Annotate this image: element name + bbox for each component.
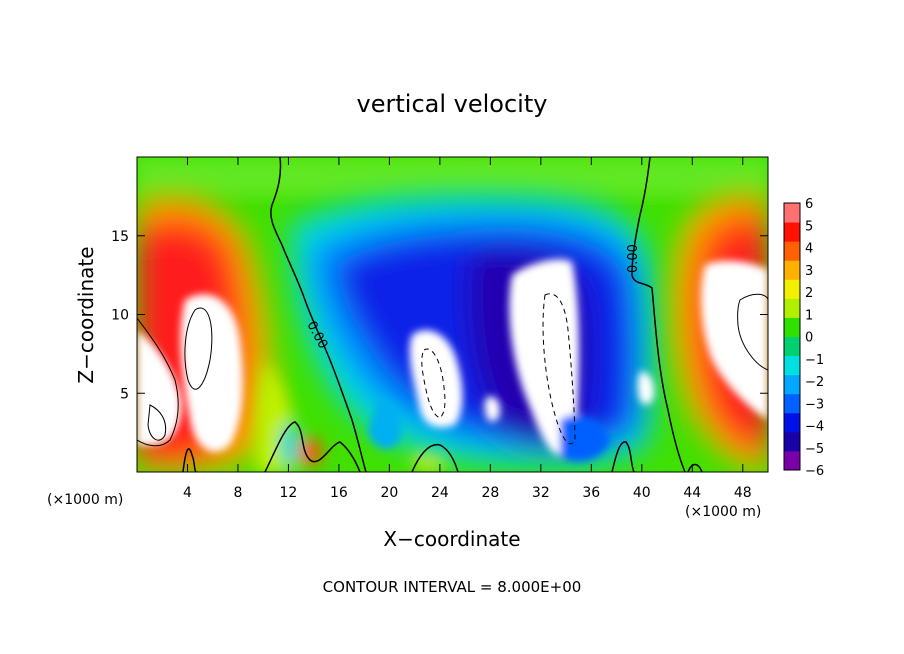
x-tick-label: 20: [380, 485, 398, 501]
colorbar-tick-label: 0: [805, 331, 813, 346]
y-tick-label: 15: [111, 229, 129, 245]
x-axis-unit-right: (×1000 m): [685, 504, 761, 520]
x-tick-label: 32: [532, 485, 550, 501]
positive-contours: [137, 293, 768, 447]
colorbar-swatch: [784, 412, 800, 433]
y-tick-label: 5: [120, 386, 129, 402]
colorbar-swatch: [784, 298, 800, 318]
upper-band: [137, 157, 768, 197]
right-updraft-core: [700, 260, 768, 420]
colorbar-swatch: [784, 374, 800, 395]
x-axis-unit-left: (×1000 m): [47, 492, 123, 508]
colorbar-tick-label: −5: [805, 442, 824, 457]
colorbar-swatch: [784, 241, 800, 261]
colorbar: 6 5 4 3 2 1 0 −1 −2 −3 −4 −5 −6: [783, 197, 824, 479]
colorbar-swatch: [784, 317, 800, 337]
colorbar-tick-label: 5: [805, 219, 813, 234]
y-axis-label: Z−coordinate: [74, 246, 98, 383]
colorbar-swatch: [784, 393, 800, 414]
colorbar-tick-label: −3: [805, 397, 824, 412]
negative-contours: [421, 293, 576, 445]
x-tick-label: 48: [734, 485, 752, 501]
colorbar-swatch: [784, 355, 800, 376]
colorbar-tick-label: −4: [805, 420, 824, 435]
chart-title: vertical velocity: [357, 90, 548, 118]
x-tick-label: 40: [633, 485, 651, 501]
colorbar-swatch: [784, 450, 800, 471]
heatmap-field: 0.00 0.00: [137, 157, 768, 472]
colorbar-swatch: [784, 222, 800, 242]
colorbar-tick-label: 2: [805, 286, 813, 301]
zero-contour-mid-surface: [264, 421, 361, 472]
left-updraft-core: [137, 294, 243, 452]
colorbar-tick-label: 3: [805, 264, 813, 279]
zero-contours: [182, 157, 703, 472]
colorbar-frame: [783, 202, 801, 471]
colorbar-tick-label: −2: [805, 375, 824, 390]
x-tick-label: 8: [233, 485, 242, 501]
colorbar-swatch: [784, 203, 800, 223]
colorbar-swatch: [784, 336, 800, 357]
x-axis: 4 8 12 16 20 24 28 32 36 40 44 48: [183, 157, 752, 501]
colorbar-swatch: [784, 431, 800, 452]
x-tick-label: 16: [330, 485, 348, 501]
zero-contour-far-right: [687, 463, 703, 472]
x-axis-label: X−coordinate: [383, 527, 520, 551]
x-tick-label: 4: [183, 485, 192, 501]
colorbar-tick-label: 4: [805, 242, 813, 257]
zero-contour-right-surface: [611, 441, 635, 472]
colorbar-swatch: [784, 260, 800, 280]
colorbar-tick-label: 6: [805, 197, 813, 212]
x-tick-label: 36: [582, 485, 600, 501]
zero-contour-mid-surface-2: [411, 443, 459, 472]
colorbar-tick-label: −6: [805, 464, 824, 479]
zero-contour-left: [270, 157, 367, 472]
x-tick-label: 24: [431, 485, 449, 501]
x-tick-label: 44: [683, 485, 701, 501]
zero-contour-left-surface: [182, 448, 197, 472]
x-tick-label: 28: [481, 485, 499, 501]
y-tick-label: 10: [111, 308, 129, 324]
colorbar-tick-label: −1: [805, 353, 824, 368]
y-axis: 5 10 15: [111, 229, 768, 402]
contour-label-right: 0.00: [626, 244, 641, 273]
colorbar-tick-label: 1: [805, 308, 813, 323]
x-tick-label: 12: [280, 485, 298, 501]
contour-interval-note: CONTOUR INTERVAL = 8.000E+00: [323, 578, 582, 596]
zero-contour-right: [631, 157, 686, 472]
colorbar-swatch: [784, 279, 800, 299]
